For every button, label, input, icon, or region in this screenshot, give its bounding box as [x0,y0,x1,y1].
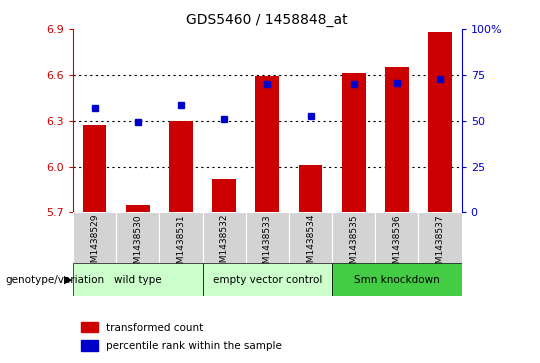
Text: GSM1438529: GSM1438529 [90,214,99,274]
Bar [83,125,106,212]
Bar [80,322,98,332]
Bar [332,263,462,296]
Text: GSM1438536: GSM1438536 [393,214,401,274]
Title: GDS5460 / 1458848_at: GDS5460 / 1458848_at [186,13,348,26]
Bar [385,67,409,212]
Bar [375,212,418,263]
Bar [126,205,150,212]
Text: ▶: ▶ [64,274,72,285]
Text: GSM1438530: GSM1438530 [133,214,142,274]
Text: Smn knockdown: Smn knockdown [354,274,440,285]
Bar [299,165,322,212]
Text: percentile rank within the sample: percentile rank within the sample [106,341,282,351]
Bar [169,121,193,212]
Bar [73,263,202,296]
Text: GSM1438534: GSM1438534 [306,214,315,274]
Bar [159,212,202,263]
Bar [73,212,116,263]
Bar [116,212,159,263]
Bar [428,32,452,212]
Text: transformed count: transformed count [106,322,203,333]
Bar [202,212,246,263]
Bar [332,212,375,263]
Bar [212,179,236,212]
Bar [80,340,98,351]
Bar [255,76,279,212]
Text: GSM1438533: GSM1438533 [263,214,272,274]
Bar [342,73,366,212]
Bar [289,212,332,263]
Text: GSM1438535: GSM1438535 [349,214,358,274]
Text: GSM1438531: GSM1438531 [177,214,185,274]
Text: wild type: wild type [114,274,161,285]
Bar [418,212,462,263]
Text: GSM1438537: GSM1438537 [436,214,444,274]
Text: GSM1438532: GSM1438532 [220,214,228,274]
Text: genotype/variation: genotype/variation [5,274,105,285]
Bar [246,212,289,263]
Bar [202,263,332,296]
Text: empty vector control: empty vector control [213,274,322,285]
